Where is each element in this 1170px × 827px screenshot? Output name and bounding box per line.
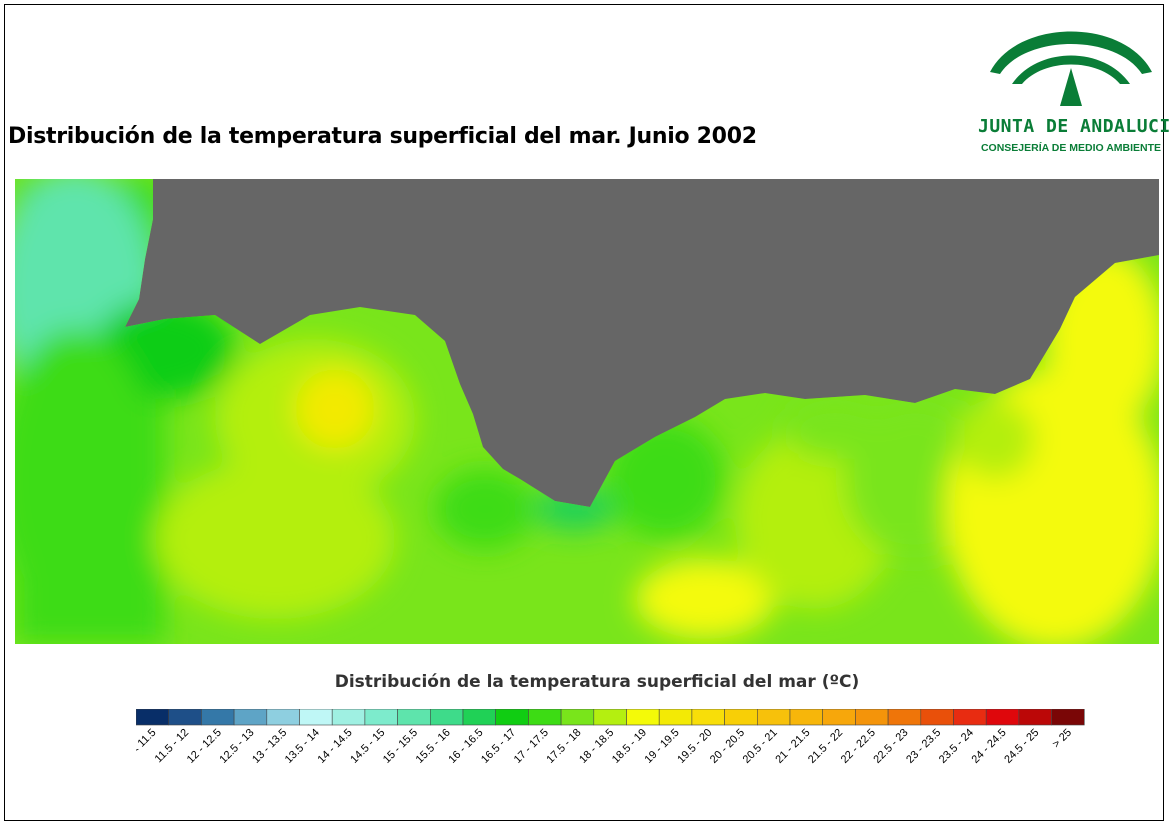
legend-swatch [594, 709, 627, 725]
junta-de-andalucia-logo: JUNTA DE ANDALUCIA CONSEJERÍA DE MEDIO A… [978, 14, 1164, 164]
legend-label: 13.5 - 14 [283, 727, 322, 766]
legend-label: < 11.5 [136, 727, 159, 757]
legend-swatch [888, 709, 921, 725]
legend-swatch [790, 709, 823, 725]
legend-label: 16.5 - 17 [479, 727, 518, 766]
legend-swatch [267, 709, 300, 725]
legend-label: 15.5 - 16 [414, 727, 453, 766]
legend-label: 18 - 18.5 [577, 727, 616, 766]
legend-swatch [528, 709, 561, 725]
legend-label: 18.5 - 19 [610, 727, 649, 766]
legend-swatch [561, 709, 594, 725]
legend-swatch [954, 709, 987, 725]
legend-swatch [659, 709, 692, 725]
legend-label: 12.5 - 13 [217, 727, 256, 766]
legend-label: 20 - 20.5 [708, 727, 747, 766]
legend-swatch [169, 709, 202, 725]
sea-temperature-map-svg [15, 179, 1159, 644]
legend-label: 22 - 22.5 [839, 727, 878, 766]
legend-label: > 25 [1050, 727, 1074, 751]
andalucia-arches-icon [978, 14, 1164, 114]
legend-swatch [430, 709, 463, 725]
legend-label: 13 - 13.5 [250, 727, 289, 766]
legend-label: 16 - 16.5 [446, 727, 485, 766]
temperature-legend: < 11.5 11.5 - 12 12 - 12.5 12.5 - 13 13 - 13… [136, 709, 1086, 819]
legend-label: 17.5 - 18 [544, 727, 583, 766]
legend-swatch [823, 709, 856, 725]
logo-department: CONSEJERÍA DE MEDIO AMBIENTE [978, 142, 1164, 154]
legend-swatch [332, 709, 365, 725]
page-title: Distribución de la temperatura superfici… [8, 124, 757, 149]
legend-label: 12 - 12.5 [185, 727, 224, 766]
legend-label: 23.5 - 24 [937, 727, 976, 766]
legend-label: 24.5 - 25 [1002, 727, 1041, 766]
legend-label: 19 - 19.5 [643, 727, 682, 766]
legend-swatch [201, 709, 234, 725]
legend-swatch [1019, 709, 1052, 725]
legend-label: 11.5 - 12 [153, 727, 192, 766]
legend-swatch [855, 709, 888, 725]
legend-label: 21.5 - 22 [806, 727, 845, 766]
logo-name: JUNTA DE ANDALUCIA [978, 116, 1164, 137]
legend-swatch [757, 709, 790, 725]
legend-label: 14.5 - 15 [348, 727, 387, 766]
legend-swatch [365, 709, 398, 725]
legend-swatch [921, 709, 954, 725]
legend-swatch [463, 709, 496, 725]
legend-swatch [398, 709, 431, 725]
legend-label: 21 - 21.5 [773, 727, 812, 766]
legend-label: 24 - 24.5 [970, 727, 1009, 766]
legend-swatch [692, 709, 725, 725]
legend-label: 19.5 - 20 [675, 727, 714, 766]
legend-swatch [725, 709, 758, 725]
legend-label: 20.5 - 21 [741, 727, 780, 766]
legend-swatch [136, 709, 169, 725]
legend-swatch [627, 709, 660, 725]
legend-swatch [300, 709, 333, 725]
sea-temperature-map [15, 179, 1159, 644]
legend-label: 17 - 17.5 [512, 727, 551, 766]
legend-title: Distribución de la temperatura superfici… [0, 672, 1170, 692]
legend-swatch [496, 709, 529, 725]
legend-swatch [986, 709, 1019, 725]
legend-swatch [234, 709, 267, 725]
legend-label: 23 - 23.5 [904, 727, 943, 766]
legend-swatch [1052, 709, 1085, 725]
legend-label: 14 - 14.5 [316, 727, 355, 766]
legend-label: 15 - 15.5 [381, 727, 420, 766]
legend-label: 22.5 - 23 [871, 727, 910, 766]
